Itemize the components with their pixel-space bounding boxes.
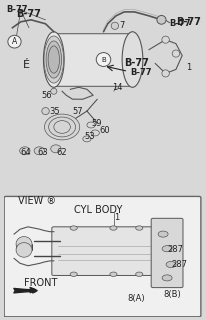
Text: 56: 56 [41,91,52,100]
Text: 64: 64 [21,148,31,157]
Text: 1: 1 [185,63,191,72]
Text: 62: 62 [56,148,66,157]
Text: 59: 59 [91,118,101,127]
Text: 63: 63 [37,148,48,157]
Ellipse shape [91,130,99,136]
Text: 57: 57 [72,107,83,116]
FancyBboxPatch shape [54,34,132,86]
Text: 287: 287 [166,245,182,254]
Ellipse shape [48,46,59,73]
Circle shape [42,108,49,115]
Circle shape [135,226,142,230]
Text: 35: 35 [49,107,60,116]
Text: B: B [101,57,105,63]
Ellipse shape [50,145,61,153]
Text: VIEW ®: VIEW ® [18,196,56,206]
Circle shape [161,36,169,43]
Text: B-77: B-77 [6,5,28,14]
Circle shape [50,88,57,94]
Circle shape [161,246,171,252]
Ellipse shape [44,36,63,83]
Text: 53: 53 [84,132,95,141]
Text: 8(A): 8(A) [127,294,144,303]
Ellipse shape [54,121,70,133]
Ellipse shape [44,114,79,140]
Text: 14: 14 [111,83,122,92]
Text: B-77: B-77 [175,17,200,27]
Circle shape [70,226,77,230]
Ellipse shape [16,236,32,251]
Text: 8(B): 8(B) [162,291,180,300]
Circle shape [156,15,165,24]
Ellipse shape [20,147,30,155]
Circle shape [8,35,21,48]
Circle shape [70,272,77,276]
Circle shape [109,272,116,276]
Circle shape [96,52,110,67]
FancyBboxPatch shape [52,227,158,276]
Ellipse shape [48,117,75,137]
Ellipse shape [122,32,142,87]
FancyBboxPatch shape [4,196,200,317]
Circle shape [111,22,118,29]
Ellipse shape [16,243,32,257]
Circle shape [157,231,167,237]
Text: B-77: B-77 [169,19,190,28]
Ellipse shape [46,41,61,78]
Ellipse shape [43,32,64,87]
Text: É: É [23,60,30,70]
FancyBboxPatch shape [150,218,182,288]
Text: B-77: B-77 [130,68,151,77]
Text: 1: 1 [114,212,119,221]
Circle shape [161,275,171,281]
Text: 60: 60 [99,126,109,135]
Text: CYL BODY: CYL BODY [73,205,122,215]
Text: A: A [12,37,17,46]
Ellipse shape [87,122,95,128]
Text: 7: 7 [118,21,124,30]
Circle shape [135,272,142,276]
Text: 287: 287 [170,260,186,269]
Text: B-77: B-77 [124,59,148,68]
Circle shape [165,261,175,268]
Ellipse shape [34,147,44,155]
Circle shape [171,50,179,57]
Text: B-77: B-77 [16,9,41,19]
Circle shape [161,70,169,77]
Ellipse shape [82,136,91,142]
Text: FRONT: FRONT [24,278,57,288]
Circle shape [109,226,116,230]
